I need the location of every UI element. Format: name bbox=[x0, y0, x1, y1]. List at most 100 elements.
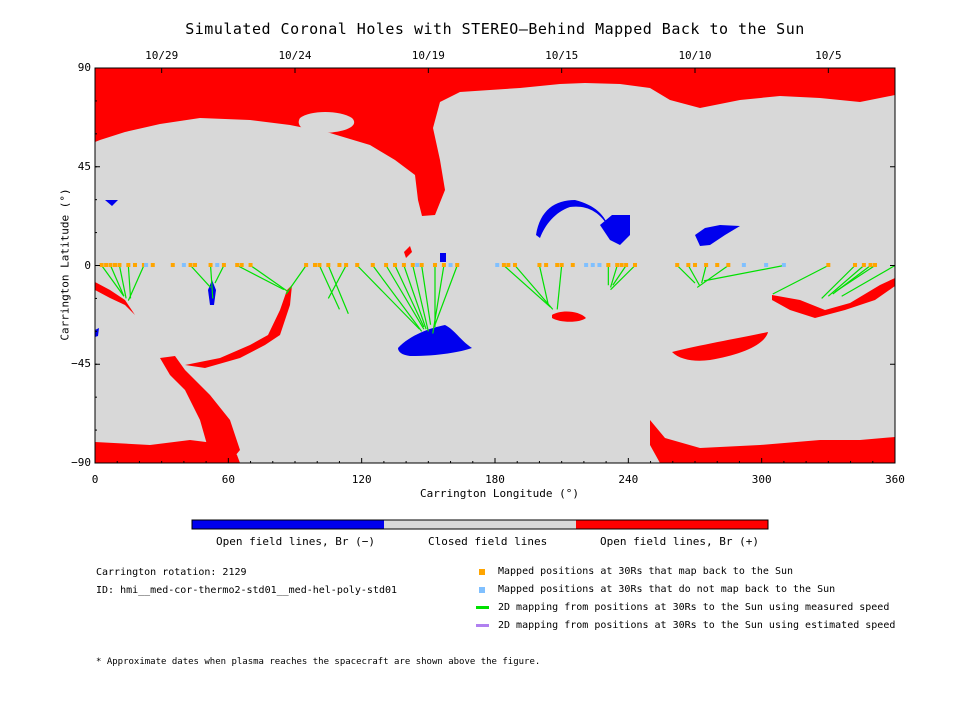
top-date-label: 10/15 bbox=[545, 49, 579, 62]
mapped-point-back bbox=[441, 263, 446, 267]
blue-speck-3 bbox=[95, 328, 99, 337]
legend-label-estimated: 2D mapping from positions at 30Rs to the… bbox=[498, 620, 896, 631]
carrington-rotation: Carrington rotation: 2129 bbox=[96, 567, 247, 578]
mapped-point-no-back bbox=[597, 263, 602, 267]
mapped-point-back bbox=[384, 263, 389, 267]
mapped-point-back bbox=[433, 263, 437, 267]
blue-south-lobe bbox=[398, 325, 472, 356]
mapped-point-back bbox=[126, 263, 131, 267]
mapped-point-no-back bbox=[181, 263, 186, 267]
mid-lobe-1 bbox=[552, 311, 586, 322]
measured-trace bbox=[356, 265, 420, 330]
measured-trace bbox=[821, 265, 856, 299]
mapped-point-back bbox=[337, 263, 342, 267]
mapped-point-back bbox=[455, 263, 460, 267]
top-date-label: 10/24 bbox=[278, 49, 312, 62]
mapped-point-back bbox=[619, 263, 624, 267]
mid-lobe-2 bbox=[672, 332, 768, 361]
colorbar-negative bbox=[192, 520, 384, 529]
measured-trace bbox=[556, 265, 563, 310]
mapped-point-back bbox=[317, 263, 322, 267]
blue-drop-2 bbox=[695, 225, 740, 246]
mapped-point-back bbox=[344, 263, 349, 267]
colorbar-label-negative: Open field lines, Br (−) bbox=[216, 535, 375, 548]
measured-trace bbox=[190, 265, 211, 288]
measured-trace bbox=[434, 265, 458, 325]
mapped-point-no-back bbox=[584, 263, 589, 267]
mapped-points-no-back bbox=[144, 263, 786, 267]
measured-trace bbox=[127, 265, 145, 301]
mapped-point-back bbox=[370, 263, 375, 267]
mapped-point-back bbox=[108, 263, 113, 267]
mapped-point-back bbox=[513, 263, 517, 267]
y-tick-label: 0 bbox=[84, 258, 91, 272]
top-date-label: 10/19 bbox=[411, 49, 445, 62]
y-axis-label: Carrington Latitude (°) bbox=[58, 188, 72, 341]
measured-trace bbox=[250, 265, 289, 293]
x-tick-label: 300 bbox=[751, 473, 772, 486]
mapped-point-back bbox=[208, 263, 213, 267]
measured-trace bbox=[385, 265, 425, 330]
closed-field-background bbox=[95, 68, 895, 463]
mapped-point-back bbox=[693, 263, 697, 267]
mapped-points-back bbox=[99, 263, 877, 267]
measured-trace bbox=[394, 265, 425, 328]
mapped-point-back bbox=[188, 263, 193, 267]
measured-trace bbox=[503, 265, 551, 308]
measured-trace bbox=[676, 265, 696, 284]
measured-trace bbox=[687, 265, 700, 286]
legend-label-no-back: Mapped positions at 30Rs that do not map… bbox=[498, 584, 836, 595]
mapped-point-back bbox=[686, 263, 691, 267]
mapped-point-back bbox=[555, 263, 560, 267]
x-tick-label: 60 bbox=[221, 473, 235, 486]
measured-trace bbox=[432, 265, 445, 334]
legend-swatch-measured bbox=[476, 606, 489, 609]
colorbar-label-closed: Closed field lines bbox=[428, 535, 548, 548]
mapped-point-back bbox=[868, 263, 873, 267]
measured-trace bbox=[214, 265, 225, 284]
colorbar bbox=[191, 519, 769, 530]
mapped-point-back bbox=[615, 263, 620, 267]
mapped-point-back bbox=[410, 263, 415, 267]
mapped-point-no-back bbox=[448, 263, 453, 267]
measured-trace bbox=[514, 265, 554, 310]
mapped-point-back bbox=[170, 263, 175, 267]
mapped-point-back bbox=[873, 263, 877, 267]
measured-trace bbox=[696, 265, 729, 288]
mapped-point-back bbox=[559, 263, 564, 267]
north-spur bbox=[298, 112, 355, 133]
legend-swatch-back bbox=[479, 569, 485, 575]
mapped-point-back bbox=[861, 263, 866, 267]
mapped-point-back bbox=[633, 263, 637, 267]
measured-trace bbox=[403, 265, 427, 330]
mapped-point-no-back bbox=[415, 263, 420, 267]
x-tick-label: 360 bbox=[885, 473, 905, 486]
legend-label-measured: 2D mapping from positions at 30Rs to the… bbox=[498, 602, 890, 613]
mapped-point-back bbox=[393, 263, 397, 267]
positive-open-field-regions bbox=[95, 68, 895, 463]
top-date-label: 10/10 bbox=[678, 49, 712, 62]
mapped-point-back bbox=[501, 263, 506, 267]
legend-swatch-estimated bbox=[476, 624, 489, 627]
model-id: ID: hmi__med-cor-thermo2-std01__med-hel-… bbox=[96, 585, 398, 596]
mapped-point-no-back bbox=[495, 263, 500, 267]
mapped-point-no-back bbox=[741, 263, 746, 267]
measured-trace bbox=[327, 265, 349, 315]
x-tick-label: 120 bbox=[351, 473, 372, 486]
mapped-point-back bbox=[606, 263, 611, 267]
mapped-point-back bbox=[726, 263, 731, 267]
chart-title: Simulated Coronal Holes with STEREO–Behi… bbox=[185, 20, 805, 38]
mapped-point-back bbox=[221, 263, 226, 267]
mapped-point-no-back bbox=[215, 263, 220, 267]
blue-speck-1 bbox=[105, 200, 118, 206]
blue-drop-1 bbox=[600, 215, 630, 245]
mapped-point-no-back bbox=[590, 263, 595, 267]
measured-trace bbox=[701, 265, 707, 284]
mapped-point-back bbox=[326, 263, 331, 267]
north-polar-hole bbox=[95, 68, 895, 216]
mapped-point-back bbox=[304, 263, 309, 267]
mapped-point-back bbox=[826, 263, 831, 267]
measured-trace bbox=[610, 265, 636, 291]
x-axis-label: Carrington Longitude (°) bbox=[420, 487, 579, 500]
